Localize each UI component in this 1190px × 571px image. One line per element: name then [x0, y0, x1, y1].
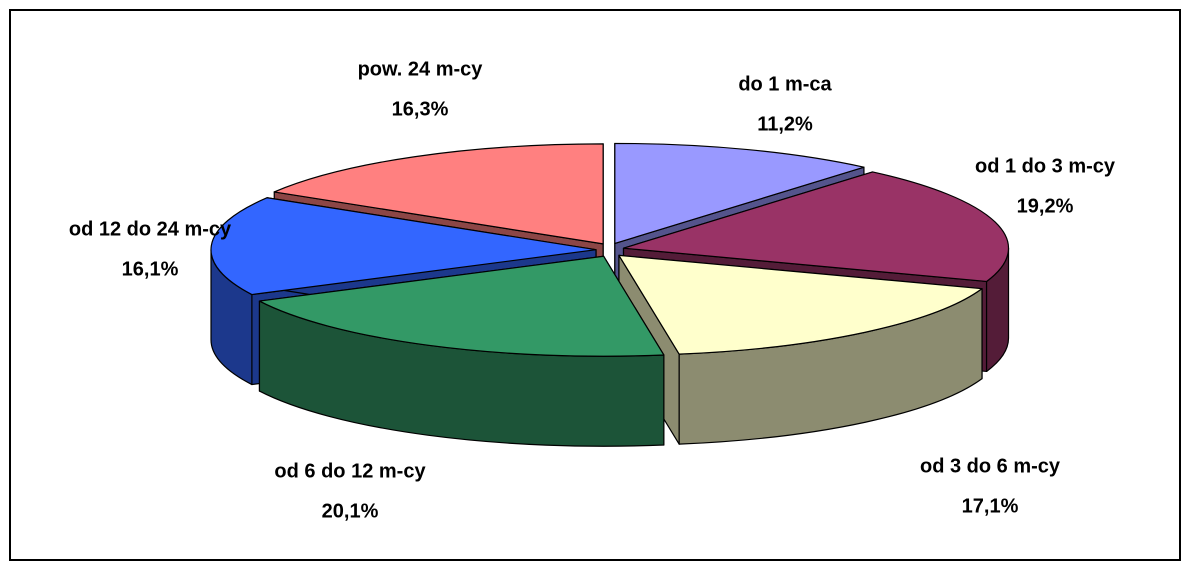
slice-label: od 3 do 6 m-cy [920, 455, 1061, 477]
slice-label: od 6 do 12 m-cy [274, 460, 426, 482]
slice-label: do 1 m-ca [738, 73, 832, 95]
slice-value-label: 11,2% [757, 113, 813, 135]
slice-value-label: 17,1% [962, 495, 1019, 517]
slice-value-label: 16,1% [122, 258, 179, 280]
slice-value-label: 16,3% [392, 98, 449, 120]
slice [258, 255, 665, 447]
slice-top [258, 255, 665, 357]
slice-value-label: 19,2% [1017, 195, 1074, 217]
slice-top [210, 197, 597, 296]
slice-value-label: 20,1% [322, 500, 379, 522]
slice-top [618, 254, 983, 355]
slice-label: od 12 do 24 m-cy [69, 218, 232, 240]
slice-label: pow. 24 m-cy [358, 58, 484, 80]
slice-top [622, 171, 1010, 283]
slice-top [273, 143, 604, 245]
slice-label: od 1 do 3 m-cy [975, 155, 1116, 177]
slice-top [614, 142, 865, 245]
